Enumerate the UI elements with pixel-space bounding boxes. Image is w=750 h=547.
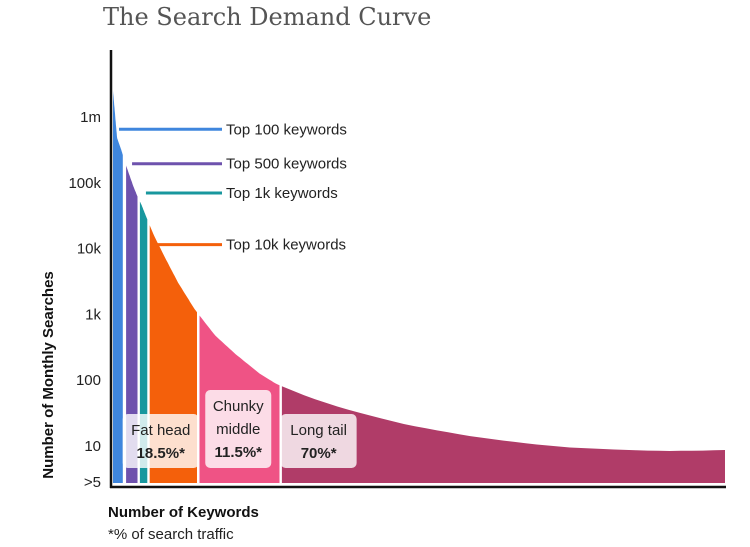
group-label-chunky-middle-1: Chunky bbox=[213, 398, 264, 415]
y-tick-10: 10 bbox=[84, 438, 101, 455]
group-box-fat-head bbox=[122, 414, 199, 468]
curve-area-group bbox=[113, 90, 725, 484]
y-tick-10k: 10k bbox=[77, 241, 102, 258]
area-top-500-keywords bbox=[126, 165, 138, 483]
area-top-100-keywords bbox=[113, 90, 123, 484]
y-tick-1k: 1k bbox=[85, 306, 101, 323]
legend: Top 100 keywords Top 500 keywords Top 1k k… bbox=[119, 121, 347, 254]
group-label-fat-head: Fat head bbox=[131, 422, 190, 439]
chart-title: The Search Demand Curve bbox=[103, 3, 431, 31]
group-box-chunky-middle bbox=[205, 390, 272, 468]
group-label-long-tail: Long tail bbox=[290, 422, 347, 439]
legend-label-top-500-keywords: Top 500 keywords bbox=[226, 156, 347, 173]
group-share-fat-head: 18.5%* bbox=[137, 445, 186, 462]
group-box-long-tail bbox=[280, 414, 357, 468]
area-long-tail bbox=[281, 386, 725, 483]
y-tick-5: >5 bbox=[84, 474, 101, 491]
y-tick-100: 100 bbox=[76, 372, 101, 389]
area-top-1k-keywords bbox=[139, 201, 148, 483]
legend-label-top-100-keywords: Top 100 keywords bbox=[226, 121, 347, 138]
legend-label-top-1k-keywords: Top 1k keywords bbox=[226, 185, 338, 202]
y-tick-100k: 100k bbox=[68, 175, 101, 192]
group-label-chunky-middle-2: middle bbox=[216, 421, 260, 438]
traffic-footnote: *% of search traffic bbox=[108, 526, 234, 543]
y-axis-label: Number of Monthly Searches bbox=[40, 271, 57, 479]
y-axis-ticks: 1m 100k 10k 1k 100 10 >5 bbox=[68, 109, 101, 491]
y-tick-1m: 1m bbox=[80, 109, 101, 126]
group-share-long-tail: 70%* bbox=[301, 445, 337, 462]
traffic-group-labels: Fat head 18.5%* Chunky middle 11.5%* Long tai… bbox=[122, 390, 357, 468]
x-axis-label: Number of Keywords bbox=[108, 504, 259, 521]
group-share-chunky-middle: 11.5%* bbox=[214, 444, 262, 461]
legend-label-top-10k-keywords: Top 10k keywords bbox=[226, 237, 346, 254]
